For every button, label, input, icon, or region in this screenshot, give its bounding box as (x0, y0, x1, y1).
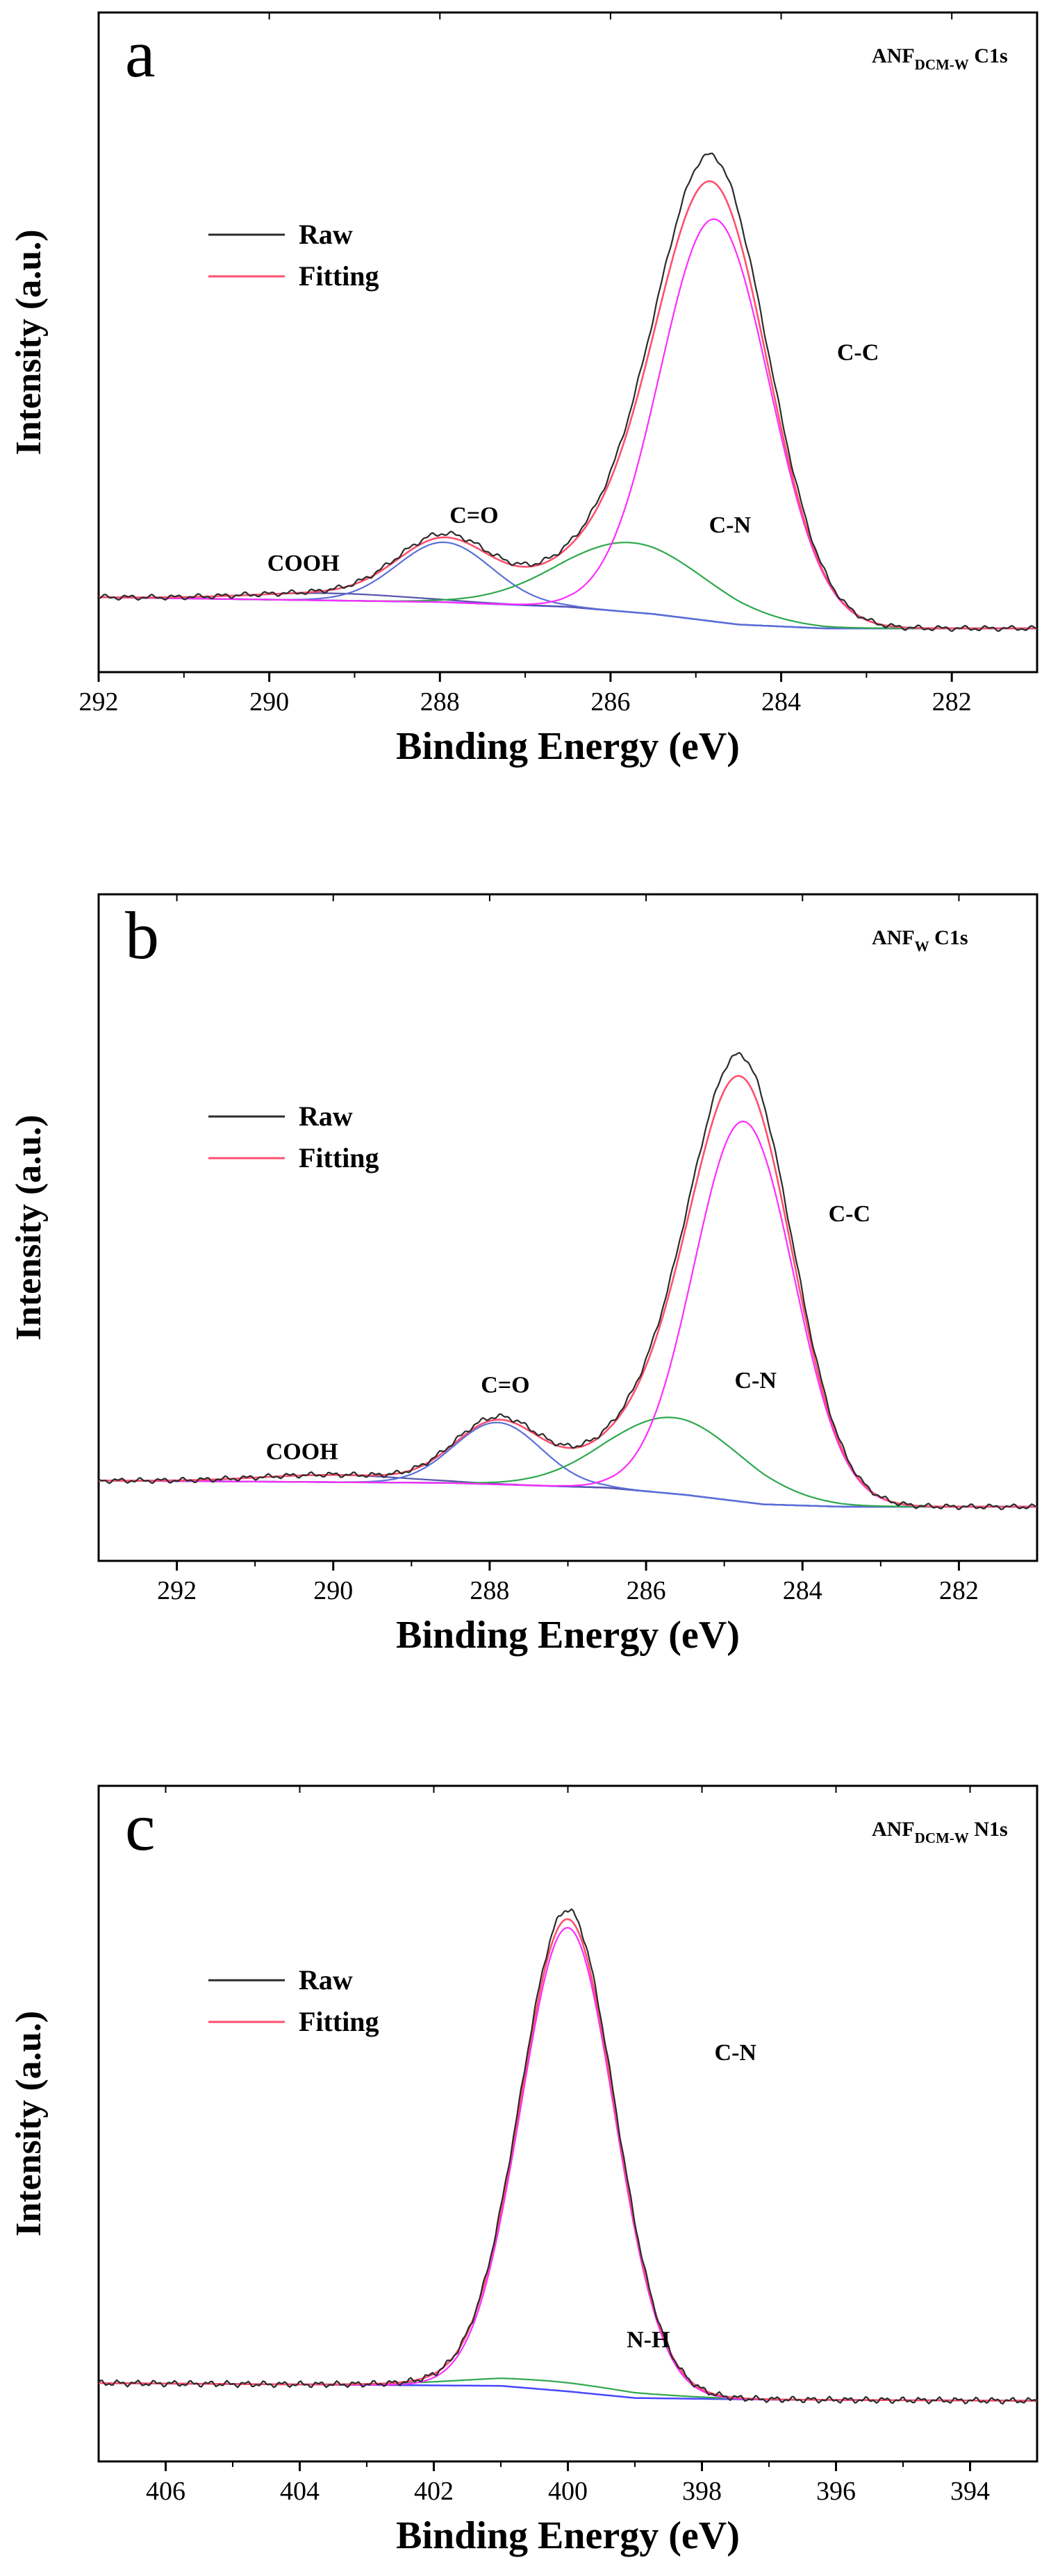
x-axis-label: Binding Energy (eV) (396, 1614, 740, 1657)
x-tick-label: 288 (420, 687, 460, 717)
x-tick-label: 284 (783, 1576, 822, 1605)
peak-annotation: C-C (829, 1201, 870, 1227)
peak-annotation: C-N (734, 1368, 777, 1394)
title-suffix: C1s (929, 926, 968, 949)
fitting-line (99, 1918, 1037, 2402)
title-suffix: C1s (969, 44, 1008, 67)
curves (99, 152, 1037, 633)
spectrum-title: ANFDCM-W N1s (872, 1818, 1008, 1846)
spectrum-title: ANFDCM-W C1s (872, 44, 1008, 73)
x-tick-label: 398 (682, 2477, 722, 2506)
raw-line (99, 152, 1037, 633)
x-tick-label: 292 (157, 1576, 197, 1605)
x-tick-label: 406 (146, 2477, 185, 2506)
title-main: ANF (872, 926, 915, 949)
x-tick-label: 404 (280, 2477, 320, 2506)
title-suffix: N1s (969, 1818, 1008, 1841)
x-tick-label: 396 (816, 2477, 856, 2506)
title-main: ANF (872, 44, 915, 67)
peak-annotation: C=O (481, 1373, 529, 1398)
legend-label: Raw (299, 1964, 353, 1996)
x-tick-label: 292 (79, 687, 119, 717)
panel-label: b (125, 898, 159, 973)
x-tick-label: 400 (548, 2477, 588, 2506)
curves (99, 1908, 1037, 2405)
panel-label: a (125, 17, 156, 92)
title-subscript: W (915, 938, 929, 955)
legend-label: Fitting (299, 260, 379, 292)
legend-label: Raw (299, 1101, 353, 1132)
y-axis-label: Intensity (a.u.) (9, 2011, 49, 2236)
peak-annotation: C-C (837, 340, 879, 366)
spectrum-title: ANFW C1s (872, 926, 968, 955)
chart-panel-c: 406 404 402 400 398 396 394 Binding Energy (eV)… (9, 1784, 1038, 2557)
chart-panel-b: 292 290 288 286 284 282 Binding Energy (eV) Int… (9, 893, 1038, 1657)
x-tick-label: 394 (950, 2477, 990, 2506)
legend-label: Fitting (299, 1142, 379, 1173)
x-tick-label: 282 (932, 687, 972, 717)
curves (99, 1051, 1037, 1511)
x-tick-label: 282 (939, 1576, 979, 1605)
peak-annotation: C-N (709, 512, 752, 538)
x-tick-label: 284 (761, 687, 801, 717)
title-subscript: DCM-W (915, 56, 969, 73)
chart-panel-a: 292 290 288 286 284 282 Binding Energy (eV) Int… (9, 11, 1038, 768)
peak-annotation: COOH (267, 551, 340, 576)
x-tick-label: 290 (313, 1576, 353, 1605)
legend-label: Fitting (299, 2006, 379, 2037)
x-tick-label: 288 (470, 1576, 509, 1605)
title-main: ANF (872, 1818, 915, 1841)
peak-annotation: C-N (715, 2040, 757, 2066)
y-axis-label: Intensity (a.u.) (9, 229, 49, 455)
peak-annotation: C=O (449, 503, 498, 528)
title-subscript: DCM-W (915, 1830, 969, 1846)
plot-frame (97, 11, 1038, 674)
x-axis-label: Binding Energy (eV) (396, 2514, 740, 2557)
raw-line (99, 1051, 1037, 1511)
panel-label: c (125, 1790, 156, 1865)
legend-label: Raw (299, 219, 353, 250)
raw-line (99, 1908, 1037, 2405)
x-tick-label: 286 (627, 1576, 666, 1605)
x-tick-label: 290 (249, 687, 289, 717)
x-axis-label: Binding Energy (eV) (396, 725, 740, 768)
peak-annotation: COOH (266, 1439, 338, 1465)
peak-annotation: N-H (627, 2327, 670, 2353)
x-tick-label: 402 (414, 2477, 454, 2506)
x-tick-label: 286 (590, 687, 630, 717)
y-axis-label: Intensity (a.u.) (9, 1114, 49, 1340)
